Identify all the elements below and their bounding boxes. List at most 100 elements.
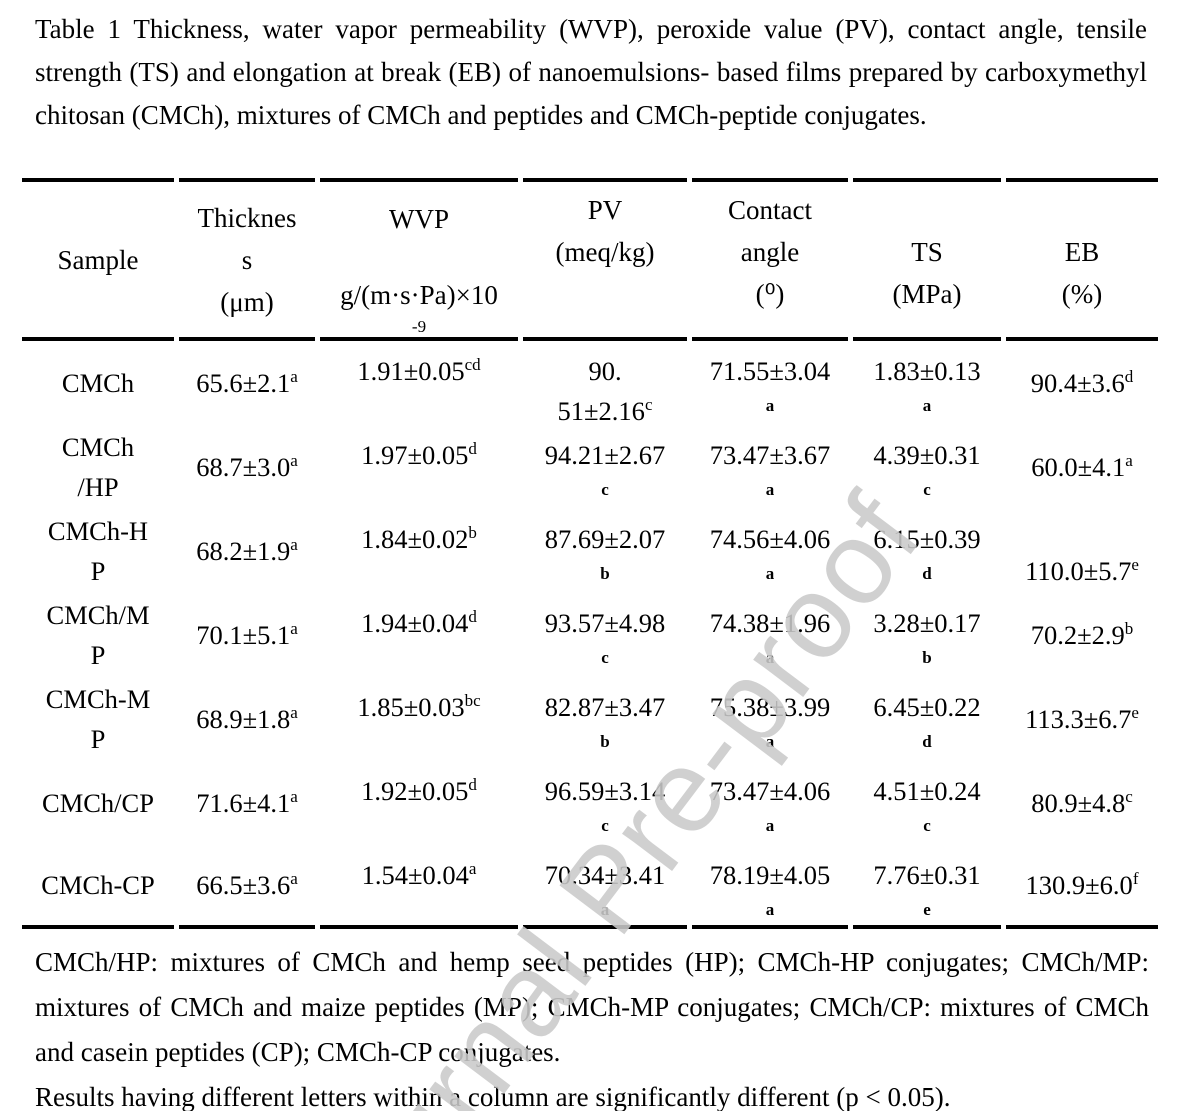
cell-pv: 90. 51±2.16c — [523, 341, 687, 426]
cell-contact-angle: 75.38±3.99 a — [692, 677, 848, 761]
cell-eb: 113.3±6.7e — [1006, 677, 1158, 761]
cell-eb: 80.9±4.8c — [1006, 761, 1158, 845]
cell-line: 74.38±1.96 — [709, 608, 831, 638]
cell-thickness: 68.7±3.0a — [179, 425, 315, 509]
cell-line: 93.57±4.98 — [544, 608, 666, 638]
superscript-letter: a — [765, 648, 775, 667]
cell-line: (μm) — [220, 286, 274, 317]
column-header-pv: PV (meq/kg) — [523, 178, 687, 341]
cell-line: Sample — [57, 244, 139, 275]
cell-line: 1.97±0.05d — [361, 439, 477, 470]
superscript-letter: c — [601, 648, 609, 667]
cell-line: 70.1±5.1a — [196, 619, 298, 650]
column-header-eb: EB (%) — [1006, 178, 1158, 341]
cell-line: 71.6±4.1a — [196, 787, 298, 818]
cell-line: 6.15±0.39 — [873, 524, 981, 554]
cell-eb: 90.4±3.6d — [1006, 341, 1158, 425]
results-table: Sample Thicknes s (μm) WVP g/(m·s·Pa)×10 -9 PV (… — [22, 178, 1158, 929]
cell-line: 90.4±3.6d — [1030, 367, 1134, 398]
cell-pv: 94.21±2.67 c — [523, 425, 687, 509]
superscript-letter: a — [1125, 451, 1133, 471]
cell-line: 73.47±4.06 — [709, 776, 831, 806]
cell-line: 1.54±0.04a — [361, 859, 477, 890]
cell-line: 68.9±1.8a — [196, 703, 298, 734]
cell-pv: 87.69±2.07 b — [523, 509, 687, 593]
cell-line: 3.28±0.17 — [873, 608, 981, 638]
superscript-letter: a — [765, 900, 775, 919]
cell-contact-angle: 71.55±3.04 a — [692, 341, 848, 425]
cell-thickness: 71.6±4.1a — [179, 761, 315, 845]
cell-line: 74.56±4.06 — [709, 524, 831, 554]
column-header-sample: Sample — [22, 178, 174, 341]
cell-line: 78.19±4.05 — [709, 860, 831, 890]
cell-line: 68.7±3.0a — [196, 451, 298, 482]
cell-line: (meq/kg) — [555, 236, 655, 267]
cell-pv: 93.57±4.98 c — [523, 593, 687, 677]
row-sample-name: CMCh/M P — [22, 593, 174, 677]
cell-contact-angle: 74.56±4.06 a — [692, 509, 848, 593]
cell-line: /HP — [77, 472, 119, 502]
superscript-letter: a — [765, 816, 775, 835]
cell-ts: 6.45±0.22 d — [853, 677, 1001, 761]
cell-line: Thicknes — [197, 202, 297, 233]
cell-line: 1.92±0.05d — [361, 775, 477, 806]
cell-thickness: 65.6±2.1a — [179, 341, 315, 425]
cell-line: 51±2.16c — [557, 395, 653, 426]
column-header-ts: TS (MPa) — [853, 178, 1001, 341]
cell-wvp: 1.84±0.02b — [320, 509, 518, 593]
cell-line: P — [90, 556, 106, 586]
cell-line: CMCh — [61, 368, 135, 398]
cell-line: 65.6±2.1a — [196, 367, 298, 398]
cell-wvp: 1.97±0.05d — [320, 425, 518, 509]
cell-pv: 70.34±3.41 a — [523, 845, 687, 929]
footnote-abbreviations: CMCh/HP: mixtures of CMCh and hemp seed … — [35, 947, 1149, 1067]
cell-line: 87.69±2.07 — [544, 524, 666, 554]
cell-line: 1.85±0.03bc — [357, 691, 481, 722]
cell-line: 1.83±0.13 — [873, 356, 981, 386]
superscript-letter: e — [1131, 703, 1139, 723]
row-sample-name: CMCh/CP — [22, 761, 174, 845]
cell-line: (⁰) — [755, 278, 785, 309]
cell-line: 1.84±0.02b — [361, 523, 477, 554]
cell-line: 7.76±0.31 — [873, 860, 981, 890]
superscript-letter: b — [1124, 619, 1134, 639]
cell-contact-angle: 78.19±4.05 a — [692, 845, 848, 929]
superscript-letter: d — [922, 732, 932, 751]
cell-line: 75.38±3.99 — [709, 692, 831, 722]
superscript-letter: a — [765, 396, 775, 415]
cell-line: 4.39±0.31 — [873, 440, 981, 470]
row-sample-name: CMCh — [22, 341, 174, 425]
superscript-letter: d — [468, 607, 477, 627]
superscript-letter: b — [468, 523, 477, 543]
table-caption: Table 1 Thickness, water vapor permeabil… — [35, 14, 1147, 130]
superscript-letter: a — [290, 869, 298, 889]
cell-contact-angle: 73.47±4.06 a — [692, 761, 848, 845]
superscript-letter: c — [923, 816, 931, 835]
superscript-letter: b — [922, 648, 932, 667]
row-sample-name: CMCh-M P — [22, 677, 174, 761]
superscript-letter: a — [765, 480, 775, 499]
superscript-letter: d — [922, 564, 932, 583]
cell-line: 73.47±3.67 — [709, 440, 831, 470]
column-header-wvp: WVP g/(m·s·Pa)×10 -9 — [320, 178, 518, 341]
cell-line: Contact — [728, 194, 812, 225]
cell-line: 113.3±6.7e — [1025, 703, 1139, 734]
superscript-letter: e — [1131, 555, 1139, 575]
cell-line: 6.45±0.22 — [873, 692, 981, 722]
cell-line: CMCh-CP — [41, 870, 155, 900]
superscript-letter: a — [468, 859, 477, 879]
superscript-letter: bc — [464, 691, 481, 711]
cell-eb: 110.0±5.7e — [1006, 509, 1158, 593]
superscript-letter: a — [290, 451, 298, 471]
superscript-letter: c — [601, 816, 609, 835]
superscript-letter: c — [644, 395, 653, 415]
cell-pv: 82.87±3.47 b — [523, 677, 687, 761]
cell-line: 94.21±2.67 — [544, 440, 666, 470]
cell-ts: 1.83±0.13 a — [853, 341, 1001, 425]
cell-line: 60.0±4.1a — [1031, 451, 1133, 482]
superscript-letter: d — [468, 439, 477, 459]
superscript-letter: a — [290, 787, 298, 807]
cell-line: g/(m·s·Pa)×10 — [340, 280, 498, 310]
cell-line: s — [241, 244, 253, 275]
cell-wvp: 1.91±0.05cd — [320, 341, 518, 425]
